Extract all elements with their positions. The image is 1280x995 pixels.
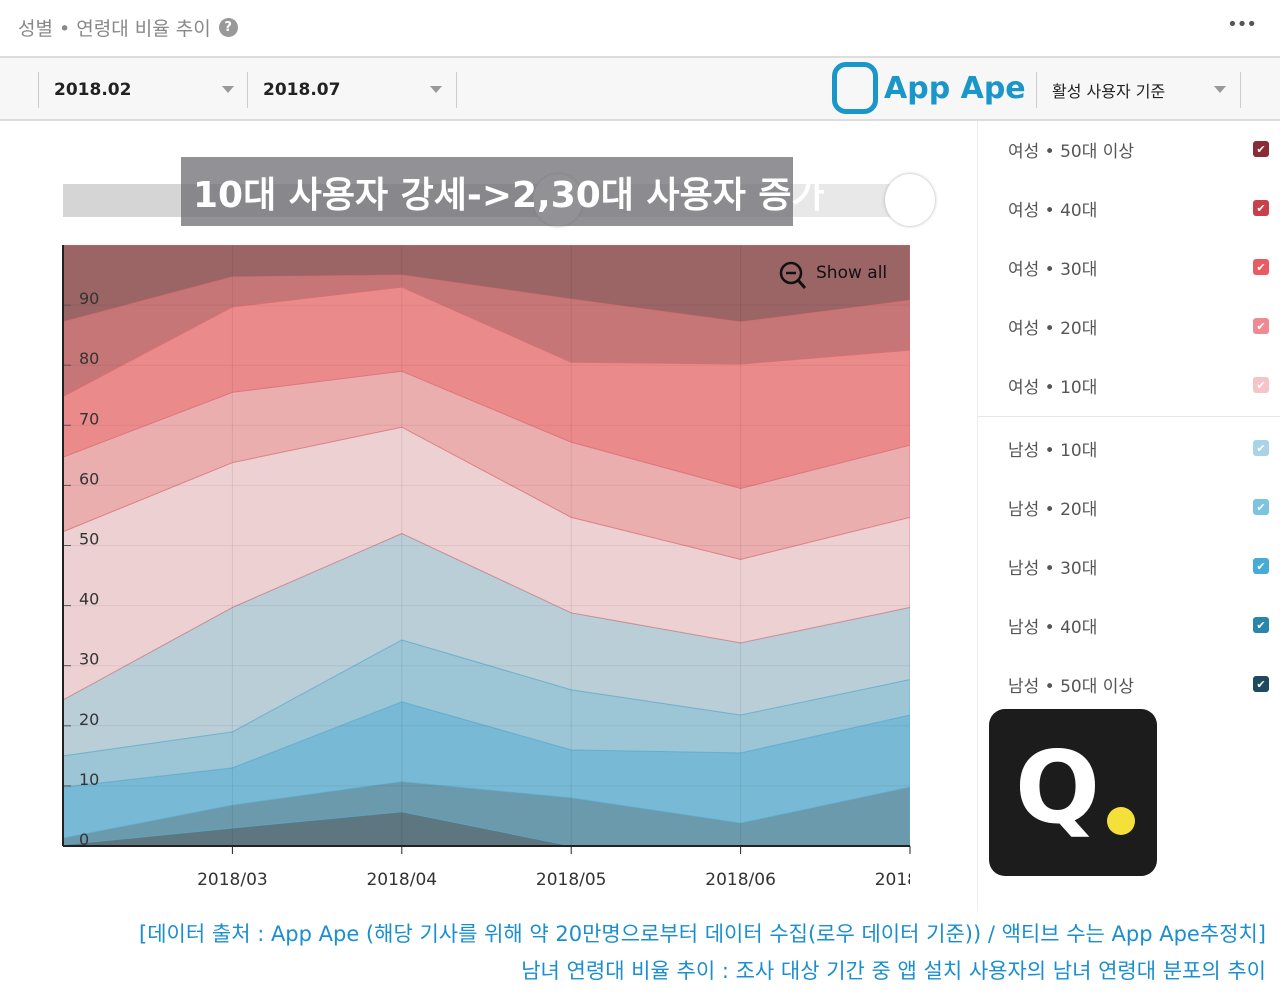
x-tick-label: 2018/04 <box>366 870 437 890</box>
x-tick-label: 2018/05 <box>536 870 607 890</box>
x-tick-label: 2018/06 <box>705 870 776 890</box>
zoom-out-icon-handle <box>796 279 807 289</box>
legend-item-label[interactable]: 여성 • 10대 <box>1008 378 1098 398</box>
legend-divider <box>978 416 1280 417</box>
y-tick-label: 0 <box>79 830 89 849</box>
legend-item-label[interactable]: 여성 • 40대 <box>1008 201 1098 221</box>
legend-item-label[interactable]: 여성 • 20대 <box>1008 319 1098 339</box>
legend-item-label[interactable]: 여성 • 30대 <box>1008 260 1098 280</box>
zoom-out-icon <box>779 261 803 285</box>
legend-checkbox[interactable]: ✔ <box>1253 499 1269 515</box>
toolbar: 2018.02 2018.07 App Ape 활성 사용자 기준 <box>0 56 1280 121</box>
legend-item-label[interactable]: 남성 • 50대 이상 <box>1008 677 1135 697</box>
legend-panel: 여성 • 50대 이상 ✔ 여성 • 40대 ✔ 여성 • 30대 ✔ 여성 • 20대 ✔ 여… <box>977 121 1280 911</box>
y-tick-label: 40 <box>79 590 99 609</box>
show-all-label: Show all <box>816 263 887 283</box>
y-tick-label: 10 <box>79 770 99 789</box>
footer-source: [데이터 출처 : App Ape (해당 기사를 위해 약 20만명으로부터 … <box>139 922 1266 946</box>
legend-checkbox[interactable]: ✔ <box>1253 377 1269 393</box>
area-series <box>63 245 910 323</box>
y-tick-label: 20 <box>79 710 99 729</box>
y-tick-label: 80 <box>79 349 99 368</box>
basis-value: 활성 사용자 기준 <box>1052 82 1166 101</box>
legend-checkbox[interactable]: ✔ <box>1253 676 1269 692</box>
yellow-dot-icon <box>1107 807 1135 835</box>
y-tick-label: 90 <box>79 289 99 308</box>
legend-item-label[interactable]: 남성 • 20대 <box>1008 500 1098 520</box>
y-tick-label: 50 <box>79 530 99 549</box>
legend-checkbox[interactable]: ✔ <box>1253 259 1269 275</box>
y-tick-label: 30 <box>79 650 99 669</box>
legend-checkbox[interactable]: ✔ <box>1253 200 1269 216</box>
chevron-down-icon <box>1214 86 1226 93</box>
legend-checkbox[interactable]: ✔ <box>1253 617 1269 633</box>
legend-checkbox[interactable]: ✔ <box>1253 318 1269 334</box>
caption-overlay: 10대 사용자 강세->2,30대 사용자 증가 <box>181 157 825 226</box>
brand-name: App Ape <box>884 70 1026 106</box>
q-letter-icon: Q <box>1015 729 1101 846</box>
end-date-select[interactable]: 2018.07 <box>247 72 457 108</box>
start-date-select[interactable]: 2018.02 <box>38 72 248 108</box>
y-tick-label: 70 <box>79 409 99 428</box>
end-date-value: 2018.07 <box>263 80 341 100</box>
more-options-icon[interactable]: ••• <box>1227 14 1257 35</box>
chevron-down-icon <box>430 86 442 93</box>
x-label-clip-mask <box>910 861 930 891</box>
show-all-button[interactable] <box>779 261 803 285</box>
help-icon[interactable]: ? <box>218 18 238 37</box>
legend-checkbox[interactable]: ✔ <box>1253 141 1269 157</box>
app-ape-logo: App Ape <box>832 62 1026 114</box>
basis-select[interactable]: 활성 사용자 기준 <box>1036 72 1241 108</box>
start-date-value: 2018.02 <box>54 80 132 100</box>
footer-description: 남녀 연령대 비율 추이 : 조사 대상 기간 중 앱 설치 사용자의 남녀 연… <box>521 959 1266 983</box>
legend-checkbox[interactable]: ✔ <box>1253 440 1269 456</box>
page-title: 성별 • 연령대 비율 추이 ? <box>18 14 238 41</box>
legend-item-label[interactable]: 여성 • 50대 이상 <box>1008 142 1135 162</box>
legend-checkbox[interactable]: ✔ <box>1253 558 1269 574</box>
q-logo: Q <box>989 709 1157 876</box>
legend-item-label[interactable]: 남성 • 10대 <box>1008 441 1098 461</box>
chevron-down-icon <box>222 86 234 93</box>
x-tick-label: 2018/03 <box>197 870 268 890</box>
legend-item-label[interactable]: 남성 • 40대 <box>1008 618 1098 638</box>
y-tick-label: 60 <box>79 469 99 488</box>
range-slider-handle-right[interactable] <box>885 174 935 226</box>
legend-item-label[interactable]: 남성 • 30대 <box>1008 559 1098 579</box>
ape-face-icon <box>832 62 878 114</box>
page-title-text: 성별 • 연령대 비율 추이 <box>18 18 211 40</box>
stacked-area-chart: 0 10 20 30 40 50 60 70 80 90 2018/03 2018/04 2018/05… <box>62 245 930 891</box>
